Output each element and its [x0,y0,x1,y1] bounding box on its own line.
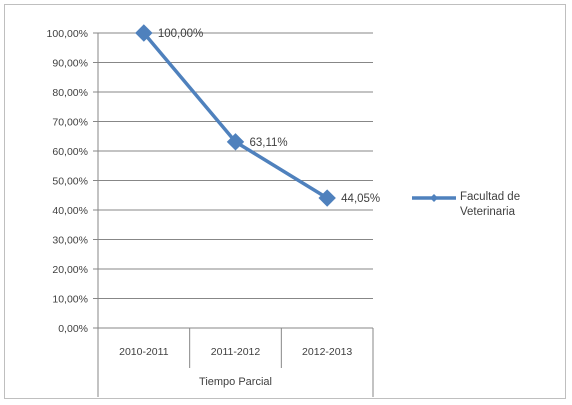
y-tick-label: 70,00% [52,117,88,129]
legend-label: Veterinaria [460,206,516,218]
legend: Facultad de Veterinaria [412,191,520,218]
y-axis-ticks: 0,00% 10,00% 20,00% 30,00% 40,00% 50,00% 60,00… [47,28,88,335]
legend-marker [430,194,438,202]
y-tick-label: 90,00% [52,58,88,70]
x-tick-label: 2011-2012 [211,346,261,358]
y-tick-label: 80,00% [52,87,88,99]
y-tick-label: 40,00% [52,205,88,217]
y-tick-label: 10,00% [52,294,88,306]
series-line [142,31,329,200]
data-labels: 100,00% 63,11% 44,05% [158,28,380,205]
y-tick-label: 30,00% [52,235,88,247]
x-axis: 2010-2011 2011-2012 2012-2013 Tiempo Parcia… [97,328,374,397]
x-axis-title: Tiempo Parcial [199,376,272,388]
data-label: 44,05% [341,193,380,205]
legend-label: Facultad de [460,191,520,203]
x-tick-label: 2010-2011 [119,346,169,358]
x-tick-label: 2012-2013 [302,346,352,358]
data-point-marker [226,133,245,151]
gridlines [93,32,373,329]
y-tick-label: 20,00% [52,264,88,276]
y-tick-label: 100,00% [47,28,88,40]
y-tick-label: 60,00% [52,146,88,158]
y-tick-label: 50,00% [52,176,88,188]
data-label: 63,11% [250,137,288,149]
data-point-marker [318,189,336,207]
data-label: 100,00% [158,28,203,40]
y-tick-label: 0,00% [58,323,88,335]
data-point-marker [135,24,153,42]
series-group [135,24,336,207]
